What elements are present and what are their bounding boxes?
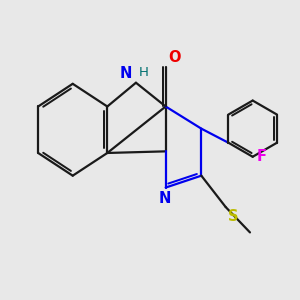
Text: F: F [257,149,267,164]
Text: N: N [158,191,171,206]
Text: S: S [228,209,238,224]
Text: H: H [139,67,149,80]
Text: N: N [120,66,132,81]
Text: O: O [168,50,181,65]
